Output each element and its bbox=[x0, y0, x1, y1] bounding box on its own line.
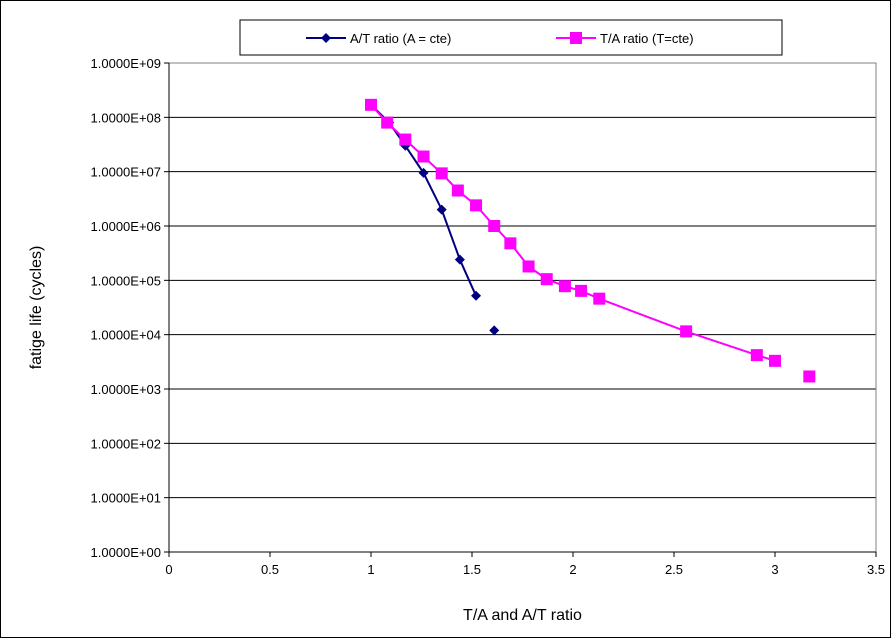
data-point-square bbox=[504, 237, 517, 250]
legend-label-ta: T/A ratio (T=cte) bbox=[600, 31, 694, 46]
data-point-diamond bbox=[489, 325, 500, 336]
data-point-diamond bbox=[454, 254, 465, 265]
data-point-square bbox=[488, 220, 501, 232]
y-axis-title: fatige life (cycles) bbox=[28, 246, 45, 370]
grid-layer bbox=[169, 116, 876, 499]
x-tick-label: 2 bbox=[569, 562, 576, 577]
legend-marker-ta bbox=[570, 32, 582, 44]
legend-box bbox=[239, 19, 783, 56]
data-point-square bbox=[750, 349, 763, 362]
y-tick-label: 1.0000E+06 bbox=[91, 219, 161, 234]
axes-layer: 1.0000E+00 1.0000E+01 1.0000E+02 1.0000E+03… bbox=[91, 56, 886, 577]
x-tick-label: 0.5 bbox=[261, 562, 279, 577]
x-tick-label: 0 bbox=[165, 562, 172, 577]
data-point-square bbox=[417, 150, 430, 163]
data-point-square bbox=[680, 325, 693, 338]
data-point-square bbox=[435, 167, 448, 180]
data-point-diamond bbox=[418, 167, 429, 178]
y-tick-label: 1.0000E+05 bbox=[91, 273, 161, 288]
x-tick-label: 3 bbox=[771, 562, 778, 577]
y-tick-label: 1.0000E+00 bbox=[91, 545, 161, 560]
data-point-square bbox=[575, 284, 588, 297]
legend-marker-at bbox=[321, 33, 331, 43]
x-tick-label: 1.5 bbox=[463, 562, 481, 577]
data-point-diamond bbox=[471, 290, 482, 301]
data-point-square bbox=[769, 354, 781, 367]
y-tick-label: 1.0000E+09 bbox=[91, 56, 161, 71]
x-tick-label: 3.5 bbox=[867, 562, 885, 577]
x-tick-label: 1 bbox=[367, 562, 374, 577]
y-tick-label: 1.0000E+07 bbox=[91, 165, 161, 180]
y-tick-label: 1.0000E+08 bbox=[91, 110, 161, 125]
legend-label-at: A/T ratio (A = cte) bbox=[350, 31, 451, 46]
data-point-square bbox=[540, 273, 553, 286]
x-tick-label: 2.5 bbox=[665, 562, 683, 577]
y-tick-label: 1.0000E+03 bbox=[91, 382, 161, 397]
x-axis-title: T/A and A/T ratio bbox=[463, 607, 582, 624]
data-point-square bbox=[593, 292, 606, 305]
y-tick-label: 1.0000E+01 bbox=[91, 491, 161, 506]
data-point-square bbox=[365, 98, 377, 111]
data-point-square bbox=[522, 260, 535, 273]
data-point-square bbox=[558, 280, 571, 293]
y-tick-label: 1.0000E+02 bbox=[91, 436, 161, 451]
data-point-square bbox=[470, 199, 483, 212]
legend: A/T ratio (A = cte) T/A ratio (T=cte) bbox=[239, 19, 783, 56]
data-point-square bbox=[803, 370, 816, 383]
series-layer bbox=[365, 98, 816, 383]
data-point-square bbox=[399, 133, 412, 146]
data-point-square bbox=[451, 184, 464, 197]
y-tick-label: 1.0000E+04 bbox=[91, 328, 161, 343]
data-point-square bbox=[381, 116, 394, 129]
data-point-diamond bbox=[436, 204, 447, 215]
